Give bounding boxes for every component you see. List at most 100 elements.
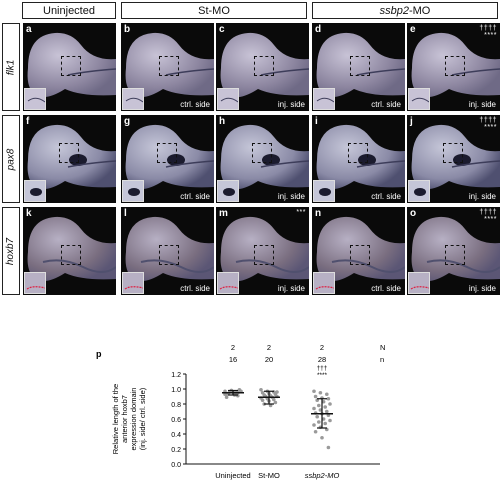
inset-region-marker	[445, 245, 465, 265]
y-tick-label: 0.0	[171, 462, 181, 469]
data-point	[318, 390, 323, 395]
magnified-inset	[122, 88, 144, 110]
panel-side-label: inj. side	[468, 284, 496, 293]
panel-j: j inj. side †††† ****	[407, 115, 500, 203]
y-tick-label: 0.8	[171, 402, 181, 409]
panel-k: k	[23, 207, 116, 295]
inset-region-marker	[254, 56, 274, 76]
data-point	[315, 414, 320, 419]
panel-letter: e	[410, 24, 416, 35]
inset-region-marker	[348, 143, 368, 163]
magnified-inset	[408, 180, 430, 202]
panel-letter: f	[26, 116, 30, 127]
data-point	[323, 405, 328, 409]
panel-letter: d	[315, 24, 322, 35]
data-point	[321, 399, 326, 404]
scatter-plot: p 0.0 0.2 0.4 0.6 0.8 1.0 1.2 Relative length of…	[96, 343, 385, 480]
data-point	[312, 423, 316, 427]
data-point	[312, 406, 316, 411]
data-point	[325, 392, 329, 397]
n-label: n	[380, 355, 384, 364]
panel-letter: h	[219, 116, 226, 127]
data-point	[323, 421, 328, 426]
inset-region-marker	[252, 143, 272, 163]
panel-letter: i	[315, 116, 318, 127]
panel-m: m inj. side ***	[216, 207, 309, 295]
panel-a: a	[23, 23, 116, 111]
magnified-inset	[408, 272, 430, 294]
data-point	[317, 420, 321, 424]
magnified-inset	[24, 180, 46, 202]
magnified-inset	[408, 88, 430, 110]
y-axis-label-line: expression domain	[129, 388, 138, 451]
panel-side-label: ctrl. side	[180, 284, 210, 293]
n-value: 20	[265, 355, 273, 364]
data-point	[272, 397, 276, 402]
n-value: 16	[229, 355, 237, 364]
inset-region-marker	[157, 143, 177, 163]
magnified-inset	[313, 272, 335, 294]
data-point	[317, 403, 321, 408]
panel-side-label: inj. side	[277, 192, 305, 201]
panel-letter: n	[315, 208, 322, 219]
inset-region-marker	[61, 56, 81, 76]
inset-region-marker	[254, 245, 274, 265]
y-axis-label-line: (inj. side/ ctrl. side)	[138, 387, 147, 450]
significance-marks: †††† ****	[479, 25, 497, 39]
magnified-inset	[313, 180, 335, 202]
significance-marks: ***	[296, 209, 306, 216]
panel-side-label: inj. side	[277, 284, 305, 293]
data-point	[313, 429, 318, 434]
data-point	[224, 395, 229, 400]
data-point	[259, 387, 263, 392]
panel-n: n ctrl. side	[312, 207, 405, 295]
inset-region-marker	[443, 143, 463, 163]
inset-region-marker	[59, 143, 79, 163]
y-tick-label: 0.4	[171, 432, 181, 439]
row-label-hoxb7: hoxb7	[2, 207, 20, 295]
inset-region-marker	[350, 245, 370, 265]
panel-side-label: inj. side	[468, 100, 496, 109]
panel-letter: b	[124, 24, 131, 35]
data-point	[315, 398, 320, 403]
magnified-inset	[24, 272, 46, 294]
data-point	[275, 390, 279, 394]
data-point	[328, 402, 332, 406]
panel-letter: o	[410, 208, 417, 219]
significance-marks: †††† ****	[479, 209, 497, 223]
magnified-inset	[217, 180, 239, 202]
magnified-inset	[122, 180, 144, 202]
y-tick-label: 1.0	[171, 387, 181, 394]
magnified-inset	[217, 272, 239, 294]
data-point	[326, 445, 331, 450]
n-value: 28	[318, 355, 326, 364]
data-point	[313, 394, 318, 399]
panel-letter: l	[124, 208, 127, 219]
panel-letter: k	[26, 208, 32, 219]
inset-region-marker	[445, 56, 465, 76]
data-point	[268, 403, 273, 408]
y-tick-label: 1.2	[171, 372, 181, 379]
col-header-ssbp2-mo: ssbp2 -MO	[312, 2, 498, 19]
panel-letter: c	[219, 24, 225, 35]
y-tick-label: 0.6	[171, 417, 181, 424]
panel-c: c inj. side	[216, 23, 309, 111]
x-tick-label: Uninjected	[215, 471, 250, 480]
panel-i: i ctrl. side	[312, 115, 405, 203]
data-point	[273, 400, 278, 405]
data-point	[318, 408, 323, 412]
N-value: 2	[267, 343, 271, 352]
data-point	[326, 396, 331, 401]
inset-region-marker	[61, 245, 81, 265]
panel-h: h inj. side	[216, 115, 309, 203]
N-value: 2	[320, 343, 324, 352]
panel-letter: j	[410, 116, 413, 127]
data-point	[321, 417, 326, 421]
significance-marks: †††† ****	[479, 117, 497, 131]
panel-d: d ctrl. side	[312, 23, 405, 111]
data-point	[260, 398, 265, 403]
x-tick-label: ssbp2-MO	[305, 471, 340, 480]
y-tick-label: 0.2	[171, 447, 181, 454]
data-point	[325, 409, 329, 414]
panel-side-label: inj. side	[277, 100, 305, 109]
